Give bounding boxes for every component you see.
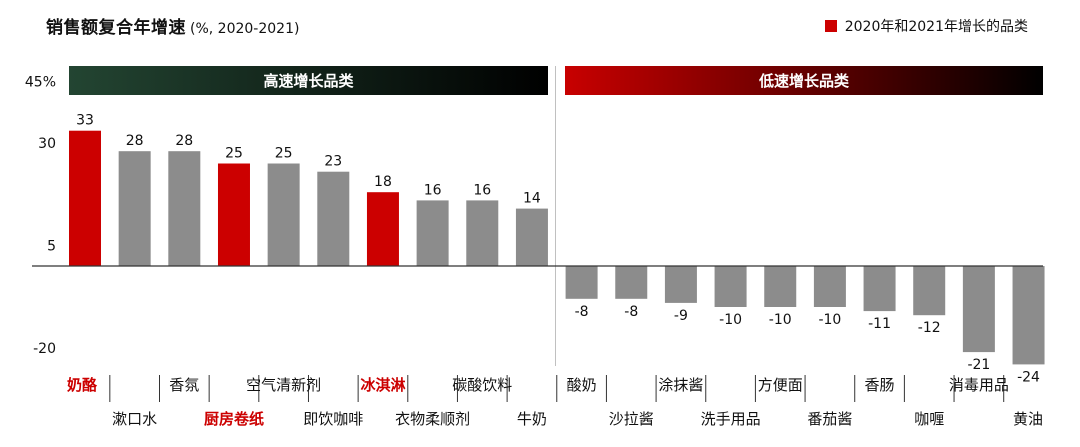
bar-11: [615, 266, 648, 299]
bar-12: [664, 266, 697, 303]
value-label-10: -8: [575, 304, 589, 320]
y-tick-label-2: 5: [47, 239, 56, 255]
value-label-17: -12: [918, 320, 941, 336]
value-label-3: 25: [225, 146, 243, 162]
category-label-10: 酸奶: [567, 376, 597, 394]
group-banner-label-1: 低速增长品类: [758, 72, 850, 90]
bar-17: [913, 266, 946, 316]
group-banner-1: [565, 66, 1043, 95]
category-label-9: 牛奶: [517, 410, 547, 428]
y-tick-label-3: -20: [33, 341, 56, 357]
value-label-12: -9: [674, 308, 688, 324]
bar-4: [267, 163, 300, 266]
bar-3: [217, 163, 250, 266]
value-label-13: -10: [719, 312, 742, 328]
value-label-0: 33: [76, 113, 94, 129]
value-label-4: 25: [275, 146, 293, 162]
bar-0: [69, 130, 101, 266]
category-label-14: 方便面: [758, 376, 803, 394]
value-label-15: -10: [818, 312, 841, 328]
category-label-3: 厨房卷纸: [204, 410, 264, 428]
bar-9: [515, 208, 548, 266]
bar-6: [366, 192, 399, 266]
category-label-0: 奶酪: [67, 376, 98, 394]
value-label-18: -21: [967, 357, 990, 373]
category-label-19: 黄油: [1013, 410, 1043, 428]
value-label-6: 18: [374, 174, 392, 190]
bar-19: [1012, 266, 1045, 365]
bar-18: [962, 266, 995, 353]
category-label-4: 空气清新剂: [246, 376, 321, 394]
legend-label-growth: 2020年和2021年增长的品类: [844, 19, 1028, 35]
bar-5: [317, 171, 350, 266]
value-label-11: -8: [624, 304, 638, 320]
chart-title: 销售额复合年增速 (%, 2020-2021): [46, 18, 300, 38]
category-label-12: 涂抹酱: [658, 376, 703, 394]
value-label-9: 14: [523, 191, 541, 207]
category-label-7: 衣物柔顺剂: [395, 410, 470, 428]
bar-15: [813, 266, 846, 307]
bar-13: [714, 266, 747, 307]
value-label-2: 28: [175, 133, 193, 149]
value-label-19: -24: [1017, 369, 1040, 385]
category-label-2: 香氛: [169, 376, 199, 394]
bar-2: [168, 151, 201, 266]
group-banner-label-0: 高速增长品类: [263, 72, 354, 90]
category-label-8: 碳酸饮料: [452, 376, 512, 394]
category-label-11: 沙拉酱: [609, 410, 654, 428]
group-banner-0: [69, 66, 548, 95]
y-tick-label-0: 45%: [25, 75, 56, 91]
value-label-5: 23: [324, 154, 342, 170]
value-label-14: -10: [769, 312, 792, 328]
chart-legend: 2020年和2021年增长的品类: [824, 16, 1028, 36]
value-label-1: 28: [126, 133, 144, 149]
category-label-16: 香肠: [865, 376, 895, 394]
category-label-5: 即饮咖啡: [303, 410, 363, 428]
bar-14: [764, 266, 797, 307]
bar-1: [118, 151, 151, 266]
chart-subtitle: (%, 2020-2021): [190, 21, 300, 37]
category-label-15: 番茄酱: [807, 410, 852, 428]
y-tick-label-1: 30: [38, 136, 56, 152]
value-label-7: 16: [424, 182, 442, 198]
category-label-17: 咖喱: [914, 410, 944, 428]
bar-8: [466, 200, 499, 266]
category-label-1: 漱口水: [112, 410, 157, 428]
bar-10: [565, 266, 598, 299]
category-label-13: 洗手用品: [701, 410, 761, 428]
bar-7: [416, 200, 449, 266]
legend-swatch-growth: [824, 20, 837, 32]
value-label-8: 16: [473, 182, 491, 198]
bar-16: [863, 266, 896, 312]
category-label-6: 冰淇淋: [360, 376, 405, 394]
category-label-18: 消毒用品: [949, 376, 1009, 394]
value-label-16: -11: [868, 316, 891, 332]
